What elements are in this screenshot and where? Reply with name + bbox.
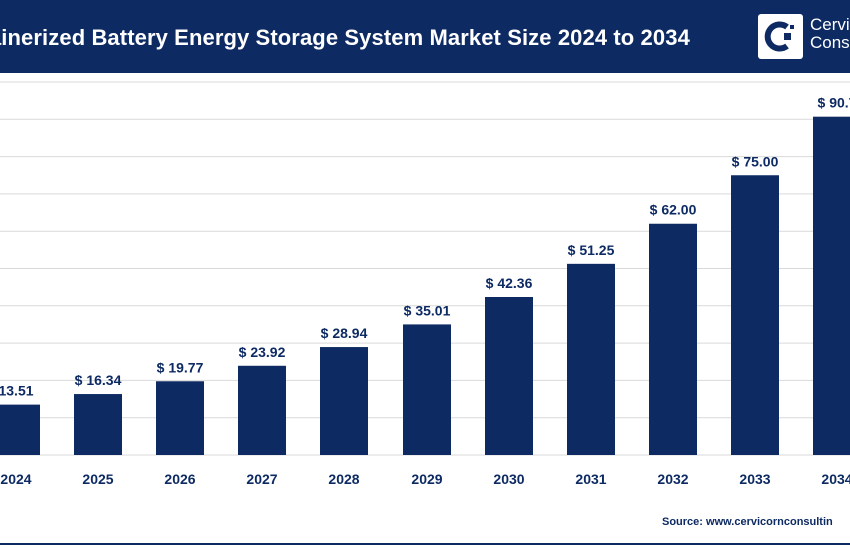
bar xyxy=(649,223,697,455)
data-label: 13.51 xyxy=(0,383,34,399)
bar xyxy=(567,263,615,455)
bar xyxy=(813,116,850,455)
x-tick-label: 2030 xyxy=(493,471,524,487)
data-label: $ 16.34 xyxy=(75,372,122,388)
bar xyxy=(731,175,779,455)
bar xyxy=(485,296,533,455)
x-tick-label: 2029 xyxy=(411,471,442,487)
data-label: $ 90.7 xyxy=(818,95,850,111)
bar-chart: 13.51 2024 $ 16.34 2025 $ 19.77 2026 $ 23.92 20… xyxy=(0,81,850,487)
x-tick-label: 2034 xyxy=(821,471,850,487)
header-banner: ntainerized Battery Energy Storage Syste… xyxy=(0,0,850,73)
bar xyxy=(156,381,204,455)
logo-text-line1: Cervic xyxy=(810,15,850,34)
data-label: $ 75.00 xyxy=(732,153,779,169)
data-label: $ 19.77 xyxy=(157,359,204,375)
source-note: Source: www.cervicornconsultin xyxy=(662,516,833,528)
x-tick-label: 2033 xyxy=(739,471,770,487)
bottom-divider xyxy=(0,543,850,545)
bar xyxy=(0,404,40,455)
bar xyxy=(238,365,286,455)
x-tick-label: 2027 xyxy=(246,471,277,487)
data-label: $ 28.94 xyxy=(321,325,368,341)
bar xyxy=(403,324,451,455)
x-tick-label: 2032 xyxy=(657,471,688,487)
data-label: $ 51.25 xyxy=(568,242,615,258)
x-tick-label: 2024 xyxy=(0,471,31,487)
chart-title: ntainerized Battery Energy Storage Syste… xyxy=(0,25,690,50)
x-tick-label: 2025 xyxy=(82,471,113,487)
data-label: $ 42.36 xyxy=(486,275,533,291)
x-tick-label: 2026 xyxy=(164,471,195,487)
cervicorn-logo-icon xyxy=(758,14,803,59)
data-label: $ 35.01 xyxy=(404,302,451,318)
bar xyxy=(74,394,122,455)
bar xyxy=(320,347,368,455)
logo-text-line2: Cons xyxy=(810,33,850,52)
logo-wordmark: Cervic Cons xyxy=(810,16,850,52)
x-tick-label: 2028 xyxy=(328,471,359,487)
x-tick-label: 2031 xyxy=(575,471,606,487)
data-label: $ 62.00 xyxy=(650,202,697,218)
data-label: $ 23.92 xyxy=(239,344,286,360)
